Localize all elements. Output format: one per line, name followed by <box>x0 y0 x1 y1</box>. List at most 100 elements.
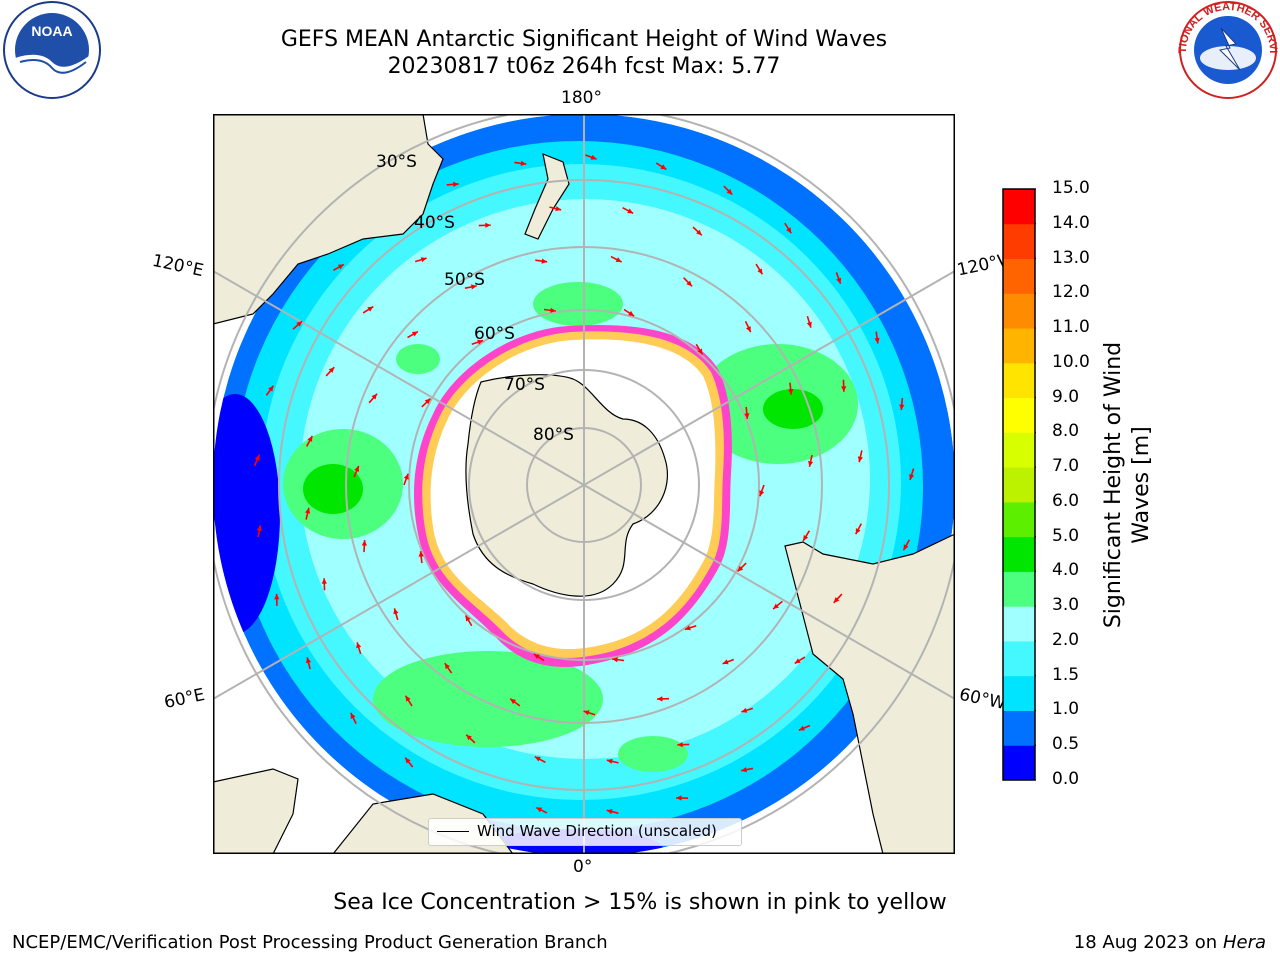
colorbar-tick-label: 8.0 <box>1052 421 1080 442</box>
colorbar-block <box>1003 571 1035 607</box>
colorbar-tick-label: 7.0 <box>1052 456 1080 477</box>
wind-wave-arrowhead <box>583 710 590 716</box>
wind-wave-arrowhead <box>590 154 597 160</box>
wind-wave-arrowhead <box>305 507 311 514</box>
wind-wave-arrowhead <box>405 695 411 702</box>
lon-label-lower-right: 60°W <box>957 684 1005 714</box>
colorbar-tick-label: 15.0 <box>1052 178 1090 198</box>
wind-wave-arrowhead <box>606 758 613 764</box>
polar-map <box>213 114 955 854</box>
wind-wave-arrowhead <box>371 393 378 400</box>
colorbar-block <box>1003 362 1035 399</box>
wind-wave-arrowhead <box>874 337 880 344</box>
wind-wave-arrowhead <box>453 181 459 188</box>
wind-wave-arrowhead <box>321 578 327 584</box>
wind-wave-arrowhead <box>510 698 517 705</box>
wind-wave-arrowhead <box>361 540 367 546</box>
colorbar-block <box>1003 501 1035 538</box>
lat-label-40s: 40°S <box>414 213 455 233</box>
graticule <box>213 114 955 854</box>
legend-line-sample <box>437 831 469 832</box>
lat-label-70s: 70°S <box>504 375 545 395</box>
new-zealand-land <box>524 153 570 240</box>
wind-wave-arrowhead <box>606 809 613 815</box>
lat-label-60s: 60°S <box>474 324 515 344</box>
wind-wave-arrowhead <box>550 307 556 313</box>
wind-wave-arrowhead <box>424 398 431 405</box>
wind-wave-arrowhead <box>836 277 842 284</box>
wind-wave-arrowhead <box>726 188 733 195</box>
colorbar <box>1002 188 1036 781</box>
wind-wave-arrowhead <box>684 625 691 631</box>
lat-label-80s: 80°S <box>533 425 574 445</box>
wind-wave-arrowhead <box>305 657 312 664</box>
colorbar-block <box>1003 467 1035 503</box>
colorbar-block <box>1003 745 1035 781</box>
wind-wave-arrowhead <box>367 306 374 312</box>
wind-wave-arrowhead <box>615 257 622 262</box>
wind-wave-arrowhead <box>541 258 548 264</box>
wind-wave-arrowhead <box>808 460 814 467</box>
wind-wave-arrowhead <box>465 615 471 622</box>
wind-wave-arrowhead <box>612 657 618 663</box>
wind-wave-arrowhead <box>677 742 683 748</box>
wind-wave-arrowhead <box>841 386 847 392</box>
wind-wave-arrowhead <box>737 565 744 572</box>
wind-wave-arrowhead <box>657 696 663 702</box>
lon-label-upper-left: 120°E <box>150 250 206 282</box>
wind-wave-arrowhead <box>833 597 840 603</box>
wind-wave-arrowhead <box>403 473 409 480</box>
colorbar-tick-label: 0.5 <box>1052 734 1080 755</box>
wind-wave-arrowhead <box>757 268 763 275</box>
chart-title: GEFS MEAN Antarctic Significant Height o… <box>280 27 888 52</box>
wind-wave-arrowhead <box>393 608 399 615</box>
colorbar-tick-label: 1.0 <box>1052 699 1080 720</box>
wind-wave-arrowhead <box>786 227 792 234</box>
wind-wave-arrowhead <box>628 310 635 317</box>
wind-wave-arrowhead <box>806 321 812 328</box>
legend-label: Wind Wave Direction (unscaled) <box>477 822 717 840</box>
wind-wave-arrowhead <box>697 348 703 355</box>
wind-wave-arrowhead <box>405 757 411 764</box>
africa-land <box>213 768 299 854</box>
lon-label-bottom: 0° <box>573 857 593 877</box>
colorbar-tick-label: 11.0 <box>1052 317 1090 338</box>
wind-wave-arrowhead <box>536 807 543 813</box>
wind-wave-arrowhead <box>855 528 861 535</box>
antarctica-land <box>465 374 669 597</box>
colorbar-tick-label: 0.0 <box>1052 769 1080 789</box>
wind-wave-arrowhead <box>328 367 335 373</box>
wind-wave-arrowhead <box>256 525 262 532</box>
colorbar-tick-label: 1.5 <box>1052 664 1080 685</box>
wind-wave-arrowhead <box>744 413 750 419</box>
wave-patch-4-core <box>763 389 823 429</box>
colorbar-title: Significant Height of Wind Waves [m] <box>1101 341 1154 629</box>
colorbar-block <box>1003 710 1035 746</box>
wave-field-low-left <box>213 394 280 634</box>
wind-wave-arrowhead <box>350 712 356 719</box>
map-frame <box>213 114 955 854</box>
noaa-logo: NOAA <box>3 1 101 99</box>
colorbar-tick-label: 4.0 <box>1052 560 1080 581</box>
noaa-logo-text: NOAA <box>31 23 72 39</box>
wind-wave-arrowhead <box>741 707 748 713</box>
wind-wave-arrowhead <box>660 164 667 170</box>
footer-date: 18 Aug 2023 on Hera <box>1074 932 1266 953</box>
map-legend: Wind Wave Direction (unscaled) <box>428 818 742 846</box>
wind-wave-arrowhead <box>857 456 863 463</box>
wind-wave-arrowhead <box>798 725 805 731</box>
footer-machine: Hera <box>1222 932 1266 953</box>
wind-wave-arrowhead <box>254 454 260 461</box>
wave-patch-6 <box>396 344 440 374</box>
colorbar-block <box>1003 189 1035 225</box>
wave-patch-2 <box>373 651 603 747</box>
wind-wave-arrowhead <box>418 551 424 557</box>
colorbar-block <box>1003 293 1035 329</box>
colorbar-block <box>1003 328 1035 364</box>
wind-wave-arrowhead <box>627 208 634 214</box>
colorbar-tick-label: 9.0 <box>1052 386 1080 407</box>
wind-wave-arrowhead <box>803 534 809 541</box>
footer-branch: NCEP/EMC/Verification Post Processing Pr… <box>12 932 608 953</box>
wind-wave-arrowhead <box>773 603 779 610</box>
wind-wave-arrowhead <box>555 206 562 212</box>
